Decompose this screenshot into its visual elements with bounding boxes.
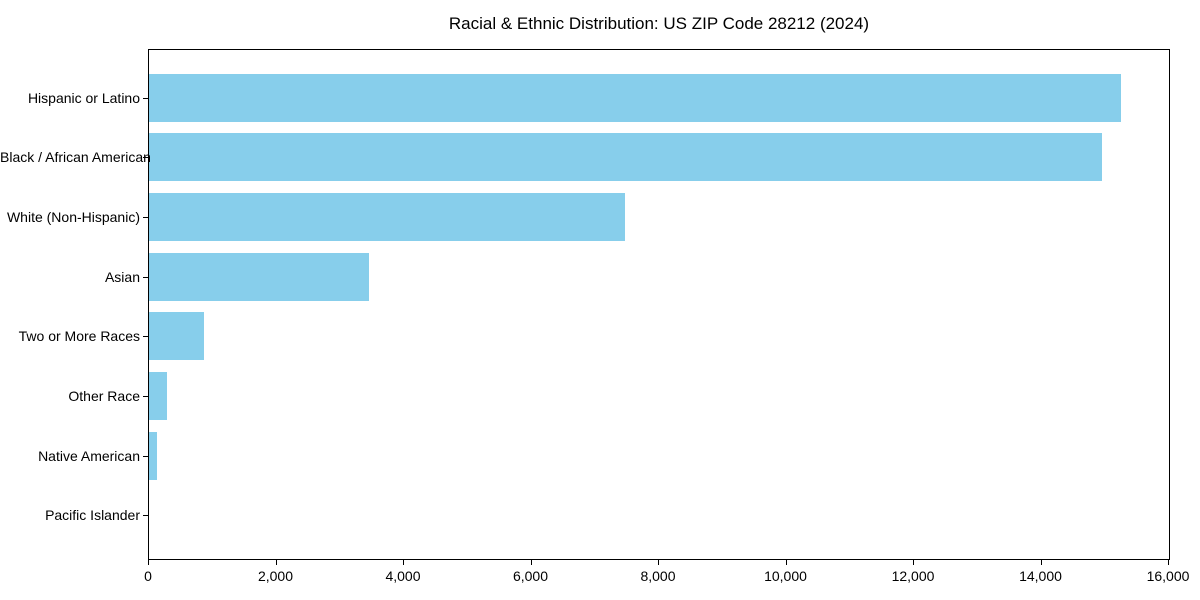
y-tick-label-black-african-american: Black / African American	[0, 149, 151, 166]
y-tick-mark	[143, 336, 148, 338]
y-tick-mark	[143, 157, 148, 159]
x-tick-label: 12,000	[891, 568, 935, 584]
y-tick-label-asian: Asian	[104, 268, 140, 285]
y-tick-mark	[143, 515, 148, 517]
bar-asian	[149, 252, 369, 301]
y-tick-label-other-race: Other Race	[68, 388, 140, 404]
x-tick-label: 14,000	[1019, 568, 1062, 584]
bar-black-african-american	[149, 133, 1103, 182]
y-tick-label-native-american: Native American	[38, 447, 140, 464]
x-tick-label: 0	[144, 568, 152, 584]
bar-native-american	[149, 431, 157, 480]
y-tick-label-two-or-more-races: Two or More Races	[18, 328, 140, 345]
y-tick-mark	[143, 396, 148, 397]
x-tick-mark	[658, 560, 659, 565]
x-tick-mark	[403, 560, 404, 565]
y-tick-mark	[143, 97, 148, 99]
x-tick-label: 10,000	[764, 568, 807, 584]
x-tick-mark	[275, 560, 277, 565]
y-tick-mark	[143, 276, 148, 278]
x-tick-label: 4,000	[385, 568, 421, 584]
plot-area	[148, 49, 1170, 560]
x-tick-label: 16,000	[1146, 568, 1190, 584]
bar-two-or-more-races	[149, 312, 205, 361]
x-tick-mark	[785, 560, 787, 565]
x-tick-mark	[913, 560, 914, 565]
y-tick-mark	[143, 216, 148, 218]
x-tick-label: 8,000	[640, 568, 676, 584]
y-tick-label-hispanic-or-latino: Hispanic or Latino	[27, 89, 140, 106]
y-tick-label-pacific-islander: Pacific Islander	[45, 507, 140, 524]
x-tick-label: 6,000	[512, 568, 549, 584]
bar-hispanic-or-latino	[149, 73, 1121, 122]
bar-other-race	[149, 372, 167, 420]
x-tick-mark	[530, 560, 532, 565]
bar-white-non-hispanic	[149, 192, 625, 241]
x-tick-mark	[148, 560, 149, 565]
chart-title: Racial & Ethnic Distribution: US ZIP Cod…	[448, 14, 870, 33]
x-tick-mark	[1040, 560, 1042, 565]
y-tick-mark	[143, 455, 148, 457]
y-tick-label-white-non-hispanic: White (Non-Hispanic)	[6, 208, 140, 225]
x-tick-mark	[1168, 560, 1169, 565]
x-tick-label: 2,000	[257, 568, 294, 584]
